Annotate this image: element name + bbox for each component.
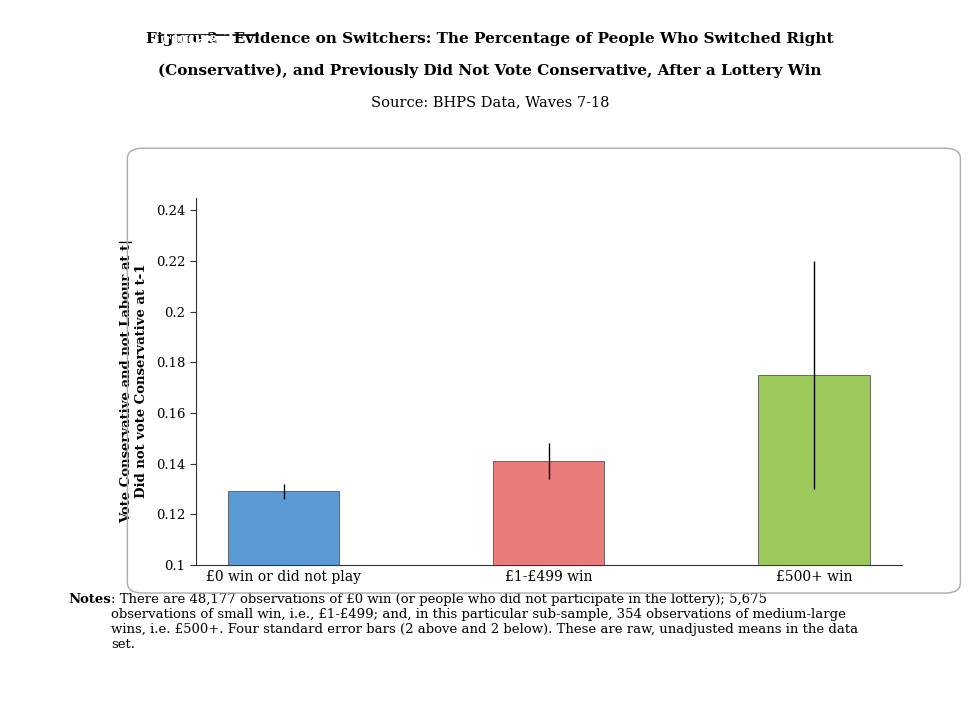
Text: Notes: Notes xyxy=(69,593,112,606)
Bar xyxy=(228,491,339,706)
Text: Figure 2: Figure 2 xyxy=(162,32,233,46)
Y-axis label: Vote Conservative and not Labour at t|
Did not vote Conservative at t-1: Vote Conservative and not Labour at t| D… xyxy=(120,239,148,523)
Text: (Conservative), and Previously Did Not Vote Conservative, After a Lottery Win: (Conservative), and Previously Did Not V… xyxy=(158,64,822,78)
Bar xyxy=(493,461,605,706)
Text: : There are 48,177 observations of £0 win (or people who did not participate in : : There are 48,177 observations of £0 wi… xyxy=(111,593,858,651)
Text: Figure 2   Evidence on Switchers: The Percentage of People Who Switched Right: Figure 2 Evidence on Switchers: The Perc… xyxy=(146,32,834,46)
Text: Source: BHPS Data, Waves 7-18: Source: BHPS Data, Waves 7-18 xyxy=(370,95,610,109)
Bar xyxy=(759,375,869,706)
